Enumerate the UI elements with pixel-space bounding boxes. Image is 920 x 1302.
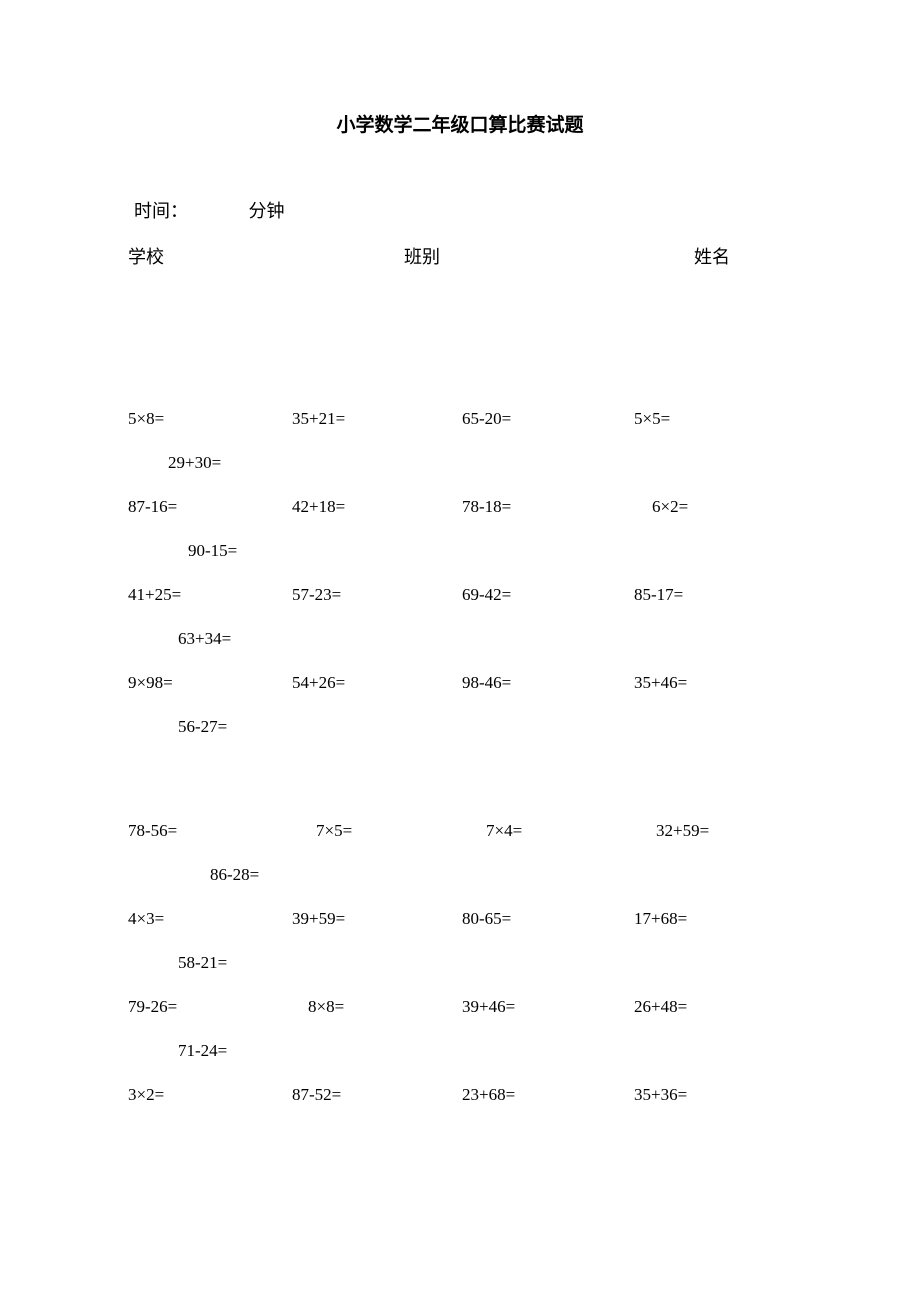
problem-cell: 9×98= <box>128 673 292 693</box>
problem-cell: 8×8= <box>292 997 462 1017</box>
problem-cell: 35+21= <box>292 409 462 429</box>
problem-cell: 65-20= <box>462 409 634 429</box>
problem-cell: 41+25= <box>128 585 292 605</box>
info-class: 班别 <box>404 243 694 269</box>
problem-cell: 6×2= <box>634 497 784 517</box>
problem-extra-row: 71-24= <box>128 1041 792 1061</box>
problem-cell: 35+46= <box>634 673 784 693</box>
problems-container: 5×8=35+21=65-20=5×5=29+30=87-16=42+18=78… <box>128 409 792 1105</box>
problem-row: 5×8=35+21=65-20=5×5= <box>128 409 792 429</box>
problem-cell: 5×8= <box>128 409 292 429</box>
group-gap <box>128 761 792 821</box>
problem-cell: 85-17= <box>634 585 784 605</box>
problem-cell: 3×2= <box>128 1085 292 1105</box>
problem-cell: 78-56= <box>128 821 292 841</box>
problem-cell: 57-23= <box>292 585 462 605</box>
problem-cell: 98-46= <box>462 673 634 693</box>
problem-cell: 42+18= <box>292 497 462 517</box>
problem-cell: 5×5= <box>634 409 784 429</box>
problem-cell: 79-26= <box>128 997 292 1017</box>
problem-cell: 87-52= <box>292 1085 462 1105</box>
problem-row: 79-26=8×8=39+46=26+48= <box>128 997 792 1017</box>
problem-extra-row: 56-27= <box>128 717 792 737</box>
problem-row: 4×3=39+59=80-65=17+68= <box>128 909 792 929</box>
problem-cell: 35+36= <box>634 1085 784 1105</box>
time-label: 时间： <box>134 197 188 223</box>
problem-row: 3×2=87-52=23+68=35+36= <box>128 1085 792 1105</box>
problem-extra-row: 63+34= <box>128 629 792 649</box>
problem-row: 78-56=7×5=7×4=32+59= <box>128 821 792 841</box>
problem-cell: 87-16= <box>128 497 292 517</box>
problem-cell: 54+26= <box>292 673 462 693</box>
problem-extra-row: 86-28= <box>128 865 792 885</box>
problem-cell: 32+59= <box>634 821 784 841</box>
problem-extra-row: 58-21= <box>128 953 792 973</box>
problem-cell: 17+68= <box>634 909 784 929</box>
problem-cell: 78-18= <box>462 497 634 517</box>
time-unit: 分钟 <box>249 197 285 223</box>
page-title: 小学数学二年级口算比赛试题 <box>128 110 792 137</box>
problem-cell: 69-42= <box>462 585 634 605</box>
problem-extra-row: 90-15= <box>128 541 792 561</box>
problem-cell: 80-65= <box>462 909 634 929</box>
problem-cell: 39+59= <box>292 909 462 929</box>
problem-cell: 7×4= <box>462 821 634 841</box>
time-row: 时间： 分钟 <box>128 197 792 223</box>
problem-extra-row: 29+30= <box>128 453 792 473</box>
problem-cell: 23+68= <box>462 1085 634 1105</box>
info-name: 姓名 <box>694 243 792 269</box>
info-school: 学校 <box>128 243 404 269</box>
problem-cell: 7×5= <box>292 821 462 841</box>
problem-row: 9×98=54+26=98-46=35+46= <box>128 673 792 693</box>
info-row: 学校 班别 姓名 <box>128 243 792 269</box>
problem-row: 41+25=57-23=69-42=85-17= <box>128 585 792 605</box>
problem-group-2: 78-56=7×5=7×4=32+59= 86-28= 4×3=39+59=80-6… <box>128 821 792 1105</box>
problem-cell: 39+46= <box>462 997 634 1017</box>
problem-cell: 4×3= <box>128 909 292 929</box>
problem-group-1: 5×8=35+21=65-20=5×5= 29+30= 87-16=42+18=78… <box>128 409 792 737</box>
problem-row: 87-16=42+18=78-18=6×2= <box>128 497 792 517</box>
problem-cell: 26+48= <box>634 997 784 1017</box>
